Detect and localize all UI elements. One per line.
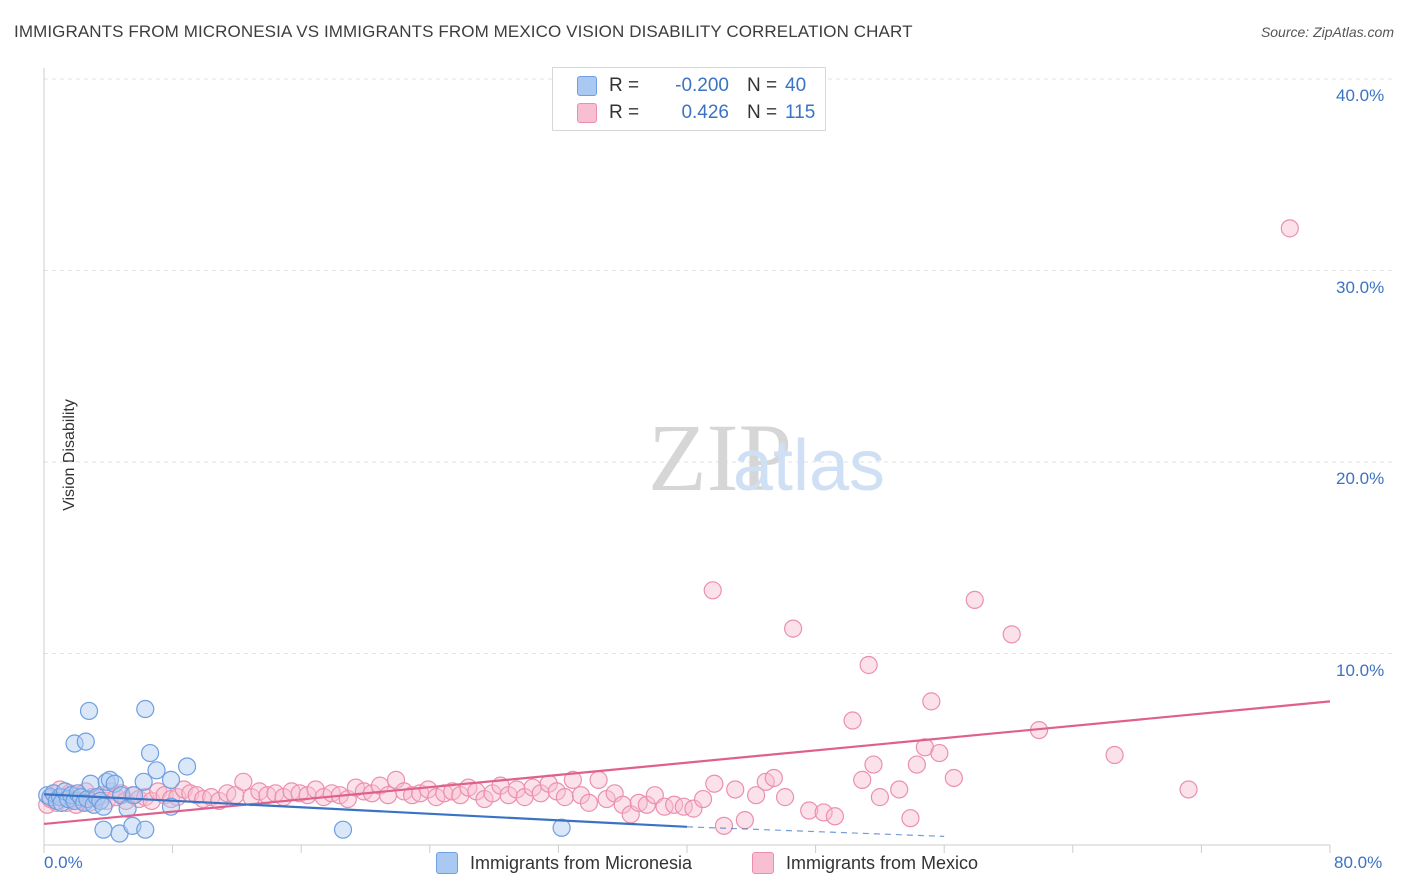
mexico-point (930, 743, 949, 763)
r-label: R = (609, 102, 640, 123)
micronesia-point (65, 734, 84, 753)
mexico-point (1105, 745, 1124, 765)
micronesia-point (76, 732, 95, 751)
micronesia-point (140, 743, 160, 763)
n-value: 40 (785, 75, 807, 96)
axes (43, 68, 1331, 853)
mexico-point (944, 768, 963, 788)
micronesia-points (38, 699, 571, 843)
mexico-point (703, 581, 722, 600)
micronesia-point (333, 820, 353, 839)
micronesia-point (161, 770, 181, 789)
mexico-point (1002, 625, 1021, 644)
r-label: R = (609, 75, 640, 96)
mexico-point (726, 780, 745, 799)
y-tick-label: 10.0% (1336, 660, 1385, 680)
mexico-point (735, 811, 754, 830)
mexico-point (890, 780, 909, 799)
legend-label: Immigrants from Mexico (786, 852, 979, 873)
mexico-swatch (577, 103, 597, 123)
y-tick-label: 30.0% (1336, 277, 1385, 297)
x-tick-label-min: 0.0% (44, 853, 83, 872)
mexico-points (38, 219, 1299, 835)
series-legend: Immigrants from Micronesia Immigrants fr… (0, 852, 1406, 878)
mexico-point (705, 774, 724, 793)
y-tick-label: 20.0% (1336, 469, 1385, 488)
r-value: 0.426 (681, 102, 729, 123)
chart-title: IMMIGRANTS FROM MICRONESIA VS IMMIGRANTS… (14, 22, 913, 41)
mexico-point (800, 801, 819, 820)
mexico-point (1179, 780, 1198, 799)
mexico-point (775, 788, 795, 807)
mexico-point (853, 770, 872, 789)
mexico-point (747, 786, 766, 805)
micronesia-swatch (577, 76, 597, 96)
legend-label: Immigrants from Micronesia (470, 852, 693, 873)
legend-item-mexico: Immigrants from Mexico (752, 852, 978, 874)
legend-row-mexico: R = 0.426 N = 115 (553, 100, 815, 126)
mexico-point (870, 788, 890, 807)
micronesia-point (136, 820, 155, 839)
micronesia-point (105, 774, 124, 793)
micronesia-point (94, 820, 113, 839)
mexico-point (714, 816, 734, 835)
mexico-point (864, 755, 883, 774)
legend-row-micronesia: R = -0.200 N = 40 (553, 73, 806, 99)
legend-item-micronesia: Immigrants from Micronesia (436, 852, 692, 874)
stats-legend: R = -0.200 N = 40 R = 0.426 N = 115 (552, 67, 826, 131)
micronesia-point (79, 701, 99, 721)
y-tick-label: 40.0% (1336, 86, 1385, 105)
source-label: Source: ZipAtlas.com (1260, 24, 1394, 40)
n-value: 115 (785, 102, 816, 123)
mexico-point (555, 788, 574, 807)
watermark-atlas: atlas (733, 426, 885, 506)
mexico-point (563, 770, 582, 789)
n-label: N = (747, 102, 778, 123)
mexico-swatch (752, 852, 774, 874)
micronesia-point (147, 761, 166, 780)
mexico-point (783, 619, 803, 638)
micronesia-point (177, 757, 197, 776)
micronesia-trend-extension (686, 826, 945, 837)
mexico-trend-line (43, 700, 1331, 826)
mexico-point (965, 590, 984, 609)
mexico-point (843, 711, 862, 730)
micronesia-swatch (436, 852, 458, 874)
mexico-point (693, 789, 713, 809)
mexico-point (922, 692, 941, 711)
mexico-point (234, 772, 253, 791)
mexico-point (1280, 219, 1299, 238)
trend-lines (43, 700, 1331, 837)
mexico-point (378, 786, 398, 805)
mexico-point (901, 809, 920, 828)
mexico-point (859, 655, 878, 675)
n-label: N = (747, 75, 778, 96)
mexico-point (764, 768, 783, 788)
mexico-point (161, 789, 181, 809)
mexico-point (825, 807, 844, 826)
watermark-zip: ZIP (648, 404, 792, 511)
mexico-point (684, 799, 703, 818)
x-tick-label-max: 80.0% (1334, 853, 1383, 872)
r-value: -0.200 (675, 75, 729, 96)
mexico-point (589, 770, 608, 789)
mexico-point (814, 803, 833, 822)
mexico-point (579, 793, 599, 812)
micronesia-point (94, 797, 113, 816)
micronesia-point (136, 699, 155, 719)
micronesia-trend-line (43, 793, 688, 828)
micronesia-point (134, 772, 153, 791)
grid-lines (44, 78, 1392, 654)
mexico-point (907, 755, 926, 774)
micronesia-point (552, 818, 571, 837)
